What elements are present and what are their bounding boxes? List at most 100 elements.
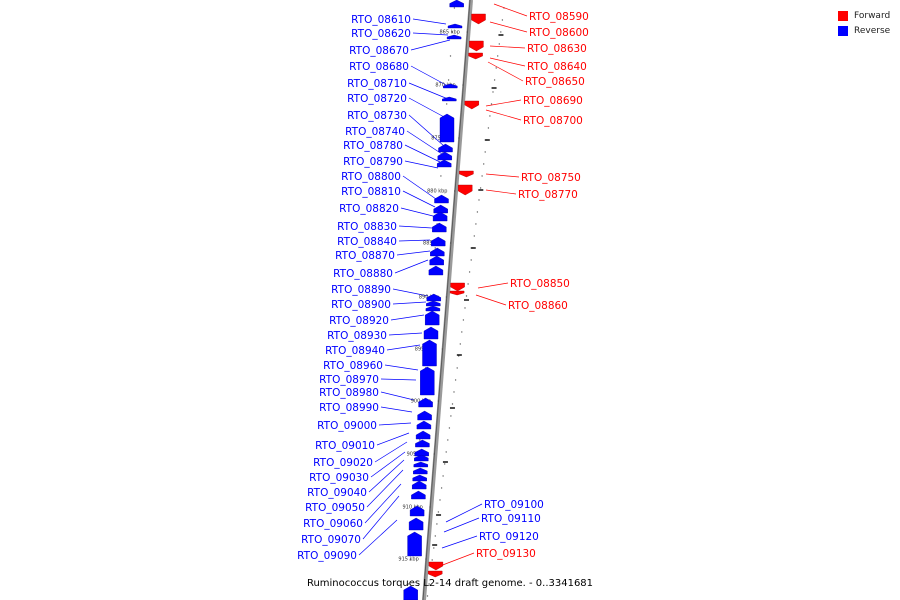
gene-label[interactable]: RTO_08980 bbox=[319, 387, 379, 399]
gene-label[interactable]: RTO_08890 bbox=[331, 284, 391, 296]
reverse-gene-block[interactable] bbox=[403, 585, 418, 600]
gene-label[interactable]: RTO_09060 bbox=[303, 518, 363, 530]
gene-label[interactable]: RTO_08830 bbox=[337, 221, 397, 233]
reverse-gene-block[interactable] bbox=[423, 326, 439, 340]
reverse-gene-block[interactable] bbox=[447, 23, 463, 29]
gene-label[interactable]: RTO_09020 bbox=[313, 457, 373, 469]
reverse-gene-block[interactable] bbox=[426, 293, 441, 302]
gene-label[interactable]: RTO_08940 bbox=[325, 345, 385, 357]
reverse-gene-block[interactable] bbox=[422, 339, 437, 367]
reverse-gene-block[interactable] bbox=[430, 247, 445, 257]
reverse-gene-block[interactable] bbox=[417, 410, 432, 421]
reverse-gene-block[interactable] bbox=[414, 448, 429, 457]
forward-gene-block[interactable] bbox=[464, 100, 479, 110]
gene-label[interactable]: RTO_08800 bbox=[341, 171, 401, 183]
gene-label[interactable]: RTO_08610 bbox=[351, 14, 411, 26]
gene-label[interactable]: RTO_08620 bbox=[351, 28, 411, 40]
gene-label[interactable]: RTO_08590 bbox=[529, 11, 589, 23]
gene-label[interactable]: RTO_09130 bbox=[476, 548, 536, 560]
reverse-gene-block[interactable] bbox=[438, 143, 453, 153]
gene-label[interactable]: RTO_08970 bbox=[319, 374, 379, 386]
forward-gene-block[interactable] bbox=[428, 570, 443, 578]
reverse-gene-block[interactable] bbox=[429, 255, 444, 266]
gene-label[interactable]: RTO_08630 bbox=[527, 43, 587, 55]
reverse-gene-block[interactable] bbox=[431, 236, 446, 247]
reverse-gene-block[interactable] bbox=[446, 34, 462, 40]
reverse-gene-block[interactable] bbox=[425, 310, 440, 326]
reverse-gene-block[interactable] bbox=[432, 222, 447, 233]
gene-label[interactable]: RTO_08810 bbox=[341, 186, 401, 198]
gene-label[interactable]: RTO_08840 bbox=[337, 236, 397, 248]
gene-label[interactable]: RTO_08680 bbox=[349, 61, 409, 73]
reverse-gene-block[interactable] bbox=[408, 517, 424, 531]
forward-gene-block[interactable] bbox=[468, 52, 483, 60]
gene-label[interactable]: RTO_08880 bbox=[333, 268, 393, 280]
gene-label[interactable]: RTO_08730 bbox=[347, 110, 407, 122]
gene-label[interactable]: RTO_08870 bbox=[335, 250, 395, 262]
reverse-gene-block[interactable] bbox=[420, 366, 435, 396]
reverse-gene-block[interactable] bbox=[426, 300, 441, 307]
gene-label[interactable]: RTO_08670 bbox=[349, 45, 409, 57]
gene-label[interactable]: RTO_08780 bbox=[343, 140, 403, 152]
forward-gene-block[interactable] bbox=[458, 184, 473, 196]
forward-gene-block[interactable] bbox=[428, 561, 444, 571]
gene-label[interactable]: RTO_08860 bbox=[508, 300, 568, 312]
gene-label[interactable]: RTO_09090 bbox=[297, 550, 357, 562]
reverse-gene-block[interactable] bbox=[428, 265, 444, 276]
gene-label[interactable]: RTO_08600 bbox=[529, 27, 589, 39]
gene-label[interactable]: RTO_09050 bbox=[305, 502, 365, 514]
reverse-gene-block[interactable] bbox=[415, 439, 430, 448]
gene-label[interactable]: RTO_08750 bbox=[521, 172, 581, 184]
reverse-gene-block[interactable] bbox=[433, 204, 448, 214]
legend-forward[interactable]: Forward bbox=[838, 8, 890, 23]
gene-label[interactable]: RTO_08790 bbox=[343, 156, 403, 168]
reverse-gene-block[interactable] bbox=[411, 490, 426, 500]
gene-label[interactable]: RTO_09070 bbox=[301, 534, 361, 546]
legend-reverse[interactable]: Reverse bbox=[838, 23, 890, 38]
reverse-gene-block[interactable] bbox=[443, 83, 458, 89]
reverse-gene-block[interactable] bbox=[412, 474, 427, 482]
reverse-gene-block[interactable] bbox=[414, 454, 429, 462]
gene-label[interactable]: RTO_08900 bbox=[331, 299, 391, 311]
forward-gene-block[interactable] bbox=[450, 282, 465, 292]
reverse-gene-block[interactable] bbox=[442, 96, 457, 102]
gene-label[interactable]: RTO_09010 bbox=[315, 440, 375, 452]
reverse-gene-block[interactable] bbox=[413, 461, 428, 468]
reverse-gene-block[interactable] bbox=[416, 420, 432, 430]
forward-gene-block[interactable] bbox=[459, 170, 474, 178]
gene-label[interactable]: RTO_08850 bbox=[510, 278, 570, 290]
gene-label[interactable]: RTO_08920 bbox=[329, 315, 389, 327]
reverse-gene-block[interactable] bbox=[432, 211, 448, 222]
reverse-gene-block[interactable] bbox=[439, 113, 455, 143]
reverse-gene-block[interactable] bbox=[437, 159, 452, 168]
gene-label[interactable]: RTO_09100 bbox=[484, 499, 544, 511]
gene-label[interactable]: RTO_08720 bbox=[347, 93, 407, 105]
gene-label[interactable]: RTO_09120 bbox=[479, 531, 539, 543]
reverse-gene-block[interactable] bbox=[413, 467, 428, 475]
reverse-gene-block[interactable] bbox=[449, 0, 464, 8]
reverse-gene-block[interactable] bbox=[425, 305, 441, 312]
forward-gene-block[interactable] bbox=[471, 13, 486, 25]
reverse-gene-block[interactable] bbox=[418, 397, 433, 408]
forward-gene-block[interactable] bbox=[449, 290, 465, 296]
gene-label[interactable]: RTO_08770 bbox=[518, 189, 578, 201]
gene-label[interactable]: RTO_09040 bbox=[307, 487, 367, 499]
gene-label[interactable]: RTO_09000 bbox=[317, 420, 377, 432]
gene-label[interactable]: RTO_08960 bbox=[323, 360, 383, 372]
reverse-gene-block[interactable] bbox=[434, 194, 449, 204]
gene-label[interactable]: RTO_08930 bbox=[327, 330, 387, 342]
gene-label[interactable]: RTO_08690 bbox=[523, 95, 583, 107]
reverse-gene-block[interactable] bbox=[412, 480, 427, 490]
gene-label[interactable]: RTO_09030 bbox=[309, 472, 369, 484]
forward-gene-block[interactable] bbox=[469, 40, 484, 52]
gene-label[interactable]: RTO_08820 bbox=[339, 203, 399, 215]
reverse-gene-block[interactable] bbox=[415, 430, 431, 440]
gene-label[interactable]: RTO_08700 bbox=[523, 115, 583, 127]
gene-label[interactable]: RTO_09110 bbox=[481, 513, 541, 525]
reverse-gene-block[interactable] bbox=[437, 151, 452, 161]
gene-label[interactable]: RTO_08640 bbox=[527, 61, 587, 73]
gene-label[interactable]: RTO_08740 bbox=[345, 126, 405, 138]
gene-label[interactable]: RTO_08990 bbox=[319, 402, 379, 414]
reverse-gene-block[interactable] bbox=[409, 505, 425, 517]
gene-label[interactable]: RTO_08710 bbox=[347, 78, 407, 90]
